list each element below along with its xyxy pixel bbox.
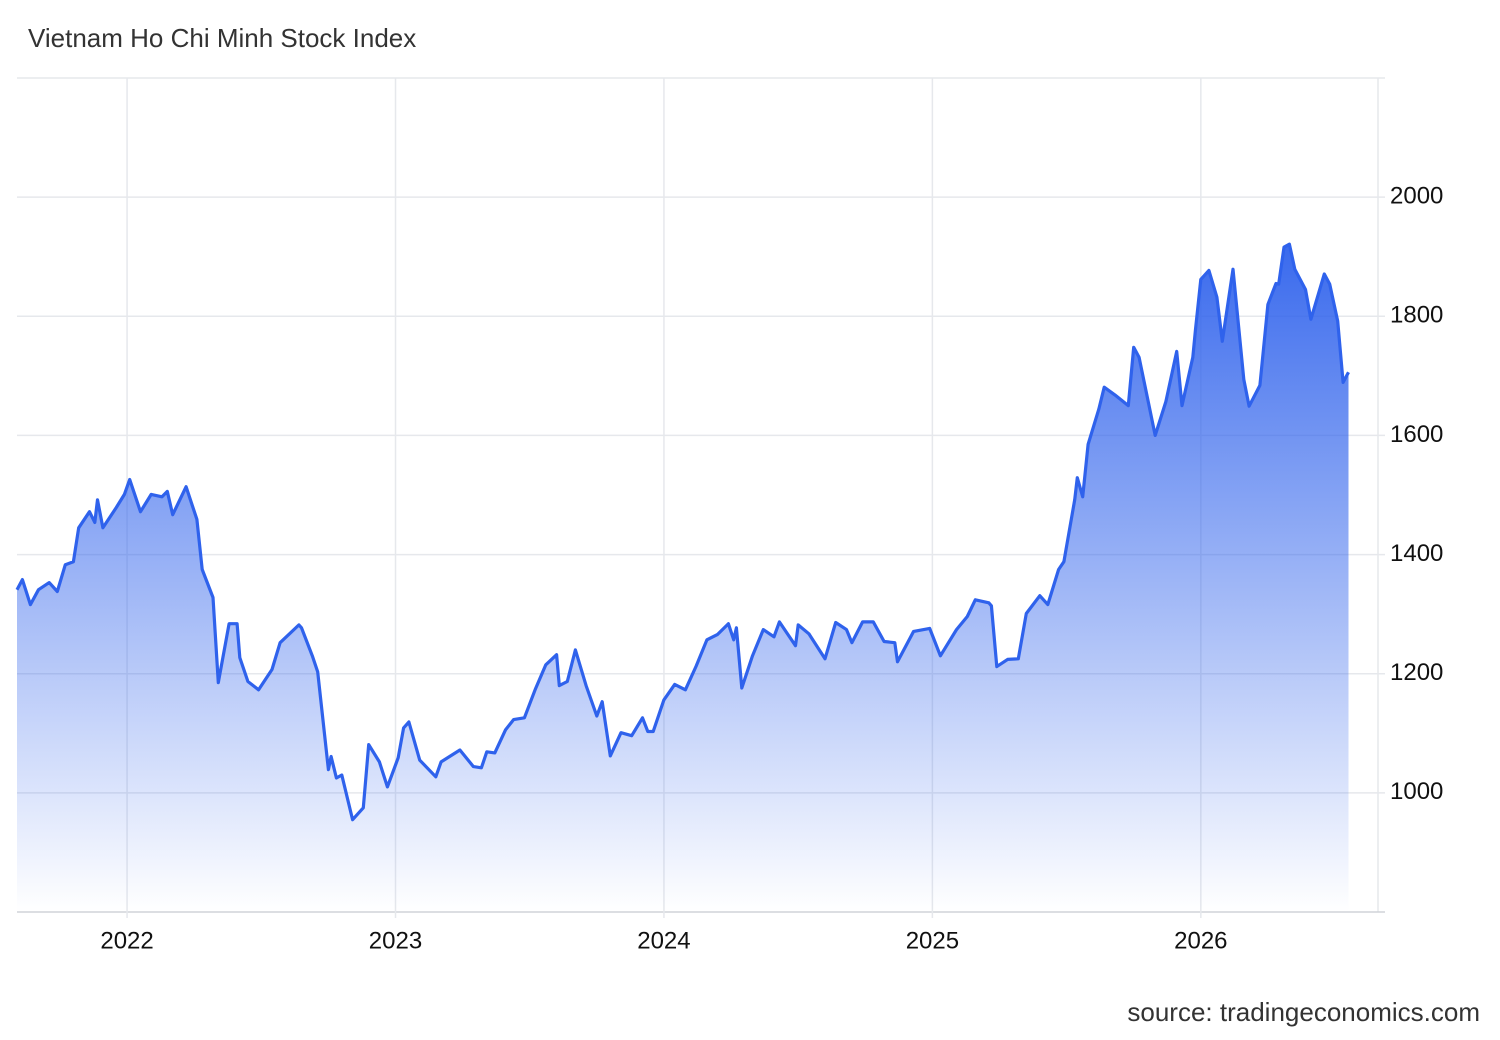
line xyxy=(15,242,1350,822)
x-tick-label: 2023 xyxy=(369,927,422,954)
y-tick-label: 1400 xyxy=(1390,540,1443,567)
chart-title: Vietnam Ho Chi Minh Stock Index xyxy=(28,23,416,53)
y-tick-label: 1000 xyxy=(1390,778,1443,805)
y-tick-label: 1600 xyxy=(1390,421,1443,448)
x-tick-label: 2022 xyxy=(100,927,153,954)
x-tick-label: 2026 xyxy=(1174,927,1227,954)
x-tick-label: 2024 xyxy=(637,927,690,954)
y-tick-label: 2000 xyxy=(1390,182,1443,209)
area-fill xyxy=(17,244,1349,912)
source-note: source: tradingeconomics.com xyxy=(1127,997,1480,1027)
y-tick-label: 1200 xyxy=(1390,659,1443,686)
y-tick-label: 1800 xyxy=(1390,302,1443,329)
x-tick-label: 2025 xyxy=(906,927,959,954)
